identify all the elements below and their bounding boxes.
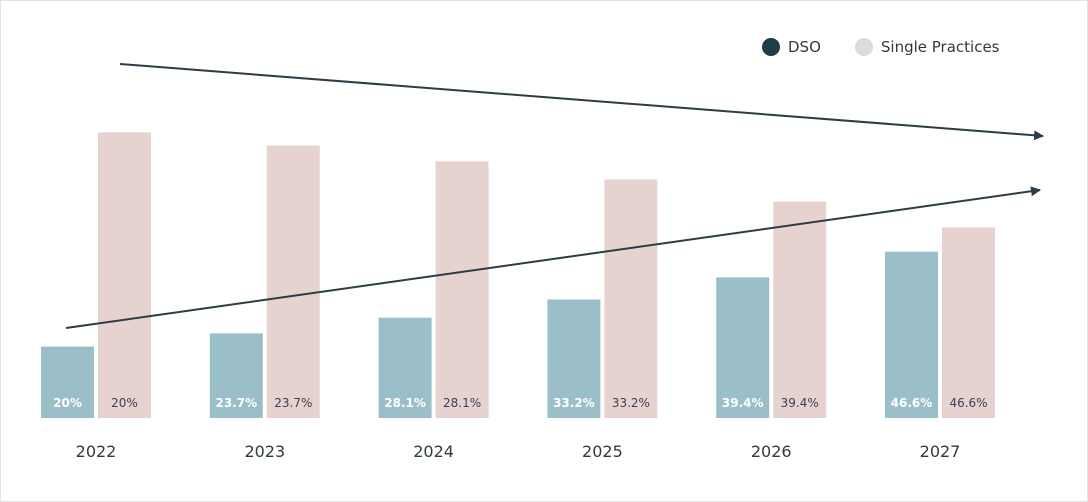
- data-label-dso-2024: 28.1%: [384, 396, 426, 410]
- x-tick-label-2022: 2022: [76, 442, 117, 461]
- bar-dso-2022: [41, 346, 94, 418]
- legend-swatch-single-practices: [854, 38, 873, 56]
- x-tick-label-2026: 2026: [751, 442, 792, 461]
- bar-dso-2026: [716, 277, 770, 418]
- trend-arrow-dso-up: [65, 186, 1041, 329]
- trend-arrow-single-practices-down: [119, 63, 1044, 141]
- data-label-dso-2027: 46.6%: [891, 396, 933, 410]
- data-label-single-practices-2027: 46.6%: [949, 396, 987, 410]
- bar-dso-2023: [209, 333, 263, 418]
- bar-single-practices-2025: [604, 179, 658, 418]
- bar-single-practices-2026: [773, 201, 827, 418]
- data-label-single-practices-2024: 28.1%: [443, 396, 481, 410]
- legend-label-single-practices: Single Practices: [880, 38, 1000, 56]
- bar-dso-2027: [885, 251, 938, 418]
- data-label-single-practices-2023: 23.7%: [274, 396, 312, 410]
- legend-item-dso: DSO: [762, 38, 821, 56]
- legend-label-dso: DSO: [788, 38, 821, 56]
- data-label-single-practices-2026: 39.4%: [781, 396, 819, 410]
- x-tick-label-2025: 2025: [582, 442, 623, 461]
- legend-swatch-dso: [762, 38, 780, 56]
- data-label-dso-2023: 23.7%: [215, 396, 257, 410]
- bar-single-practices-2023: [266, 145, 320, 418]
- data-label-single-practices-2025: 33.2%: [612, 396, 650, 410]
- x-tick-label-2027: 2027: [920, 442, 961, 461]
- bar-single-practices-2024: [435, 161, 489, 418]
- bar-dso-2024: [378, 317, 432, 418]
- x-tick-label-2023: 2023: [244, 442, 285, 461]
- data-label-dso-2025: 33.2%: [553, 396, 595, 410]
- data-label-dso-2022: 20%: [53, 396, 82, 410]
- x-tick-label-2024: 2024: [413, 442, 454, 461]
- bar-single-practices-2027: [942, 227, 995, 418]
- legend-item-single-practices: Single Practices: [854, 38, 1000, 56]
- legend: DSO Single Practices: [762, 38, 1034, 56]
- data-label-single-practices-2022: 20%: [111, 396, 138, 410]
- bar-dso-2025: [547, 299, 601, 418]
- data-label-dso-2026: 39.4%: [722, 396, 764, 410]
- bar-single-practices-2022: [98, 132, 151, 418]
